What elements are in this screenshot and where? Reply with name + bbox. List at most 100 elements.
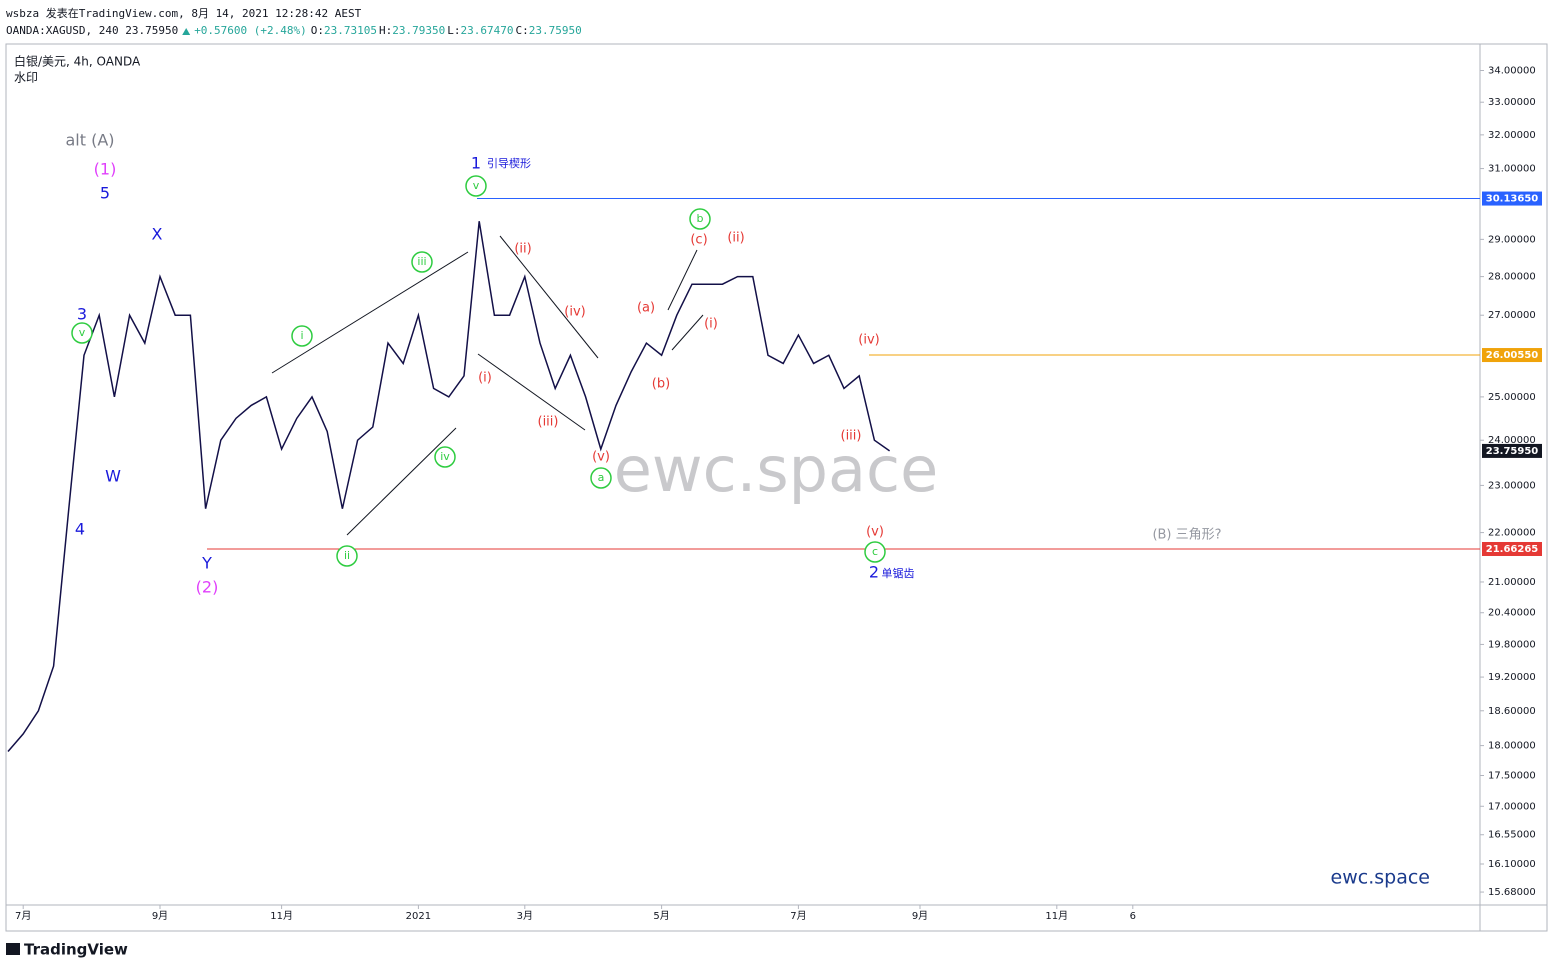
wave-label: (i) (478, 371, 492, 386)
ohlc-key: C: (515, 24, 528, 37)
frame (5, 43, 1548, 932)
y-tick-label: 32.00000 (1488, 130, 1536, 141)
wave-circle (864, 541, 886, 563)
ohlc-key: O: (311, 24, 324, 37)
wave-label: b (697, 212, 704, 225)
wave-label: (iii) (841, 429, 862, 444)
price-label: 21.66265 (1486, 544, 1539, 555)
x-tick-label: 11月 (270, 910, 293, 922)
wave-label: (ii) (514, 242, 531, 257)
y-tick-label: 19.80000 (1488, 639, 1536, 650)
wave-label: (B) 三角形? (1152, 528, 1221, 543)
wave-label: c (872, 545, 878, 558)
symbol: OANDA:XAGUSD, 240 23.75950 (6, 24, 178, 37)
wave-circle (336, 545, 358, 567)
price-label-box (1482, 348, 1542, 363)
x-tick-label: 7月 (15, 910, 31, 922)
wave-label: (2) (196, 578, 219, 597)
wave-label: (ii) (727, 231, 744, 246)
brand: ewc.space (1331, 867, 1430, 889)
wave-label: i (300, 329, 303, 342)
wave-label: ii (344, 549, 350, 562)
trendlines (271, 235, 704, 536)
y-tick-label: 31.00000 (1488, 164, 1536, 175)
wave-label: 单锯齿 (882, 566, 915, 580)
logo-icon (6, 943, 20, 955)
price-label-box (1482, 191, 1542, 206)
x-tick-label: 9月 (912, 910, 928, 922)
wave-circle (590, 467, 612, 489)
wave-label: (a) (637, 301, 655, 316)
wave-label: a (598, 471, 605, 484)
wave-circle (291, 325, 313, 347)
wave-label: 引导楔形 (487, 156, 531, 170)
y-tick-label: 28.00000 (1488, 272, 1536, 283)
wave-label: iv (440, 450, 450, 463)
x-tick-label: 11月 (1045, 910, 1068, 922)
wave-label: v (473, 179, 480, 192)
wave-label: 4 (75, 520, 85, 539)
wave-label: (iii) (538, 415, 559, 430)
y-tick-label: 33.00000 (1488, 97, 1536, 108)
y-tick-label: 21.00000 (1488, 577, 1536, 588)
published: wsbza 发表在TradingView.com, 8月 14, 2021 12… (6, 6, 362, 20)
y-tick-label: 24.00000 (1488, 435, 1536, 446)
wave-label: v (79, 326, 86, 339)
y-tick-label: 29.00000 (1488, 234, 1536, 245)
y-tick-label: 20.40000 (1488, 608, 1536, 619)
wave-label: 5 (100, 184, 110, 203)
wave-label: (iv) (858, 333, 879, 348)
y-tick-label: 18.00000 (1488, 741, 1536, 752)
y-tick-label: 18.60000 (1488, 706, 1536, 717)
wave-label: 1 (471, 154, 481, 173)
wave-circle (411, 251, 433, 273)
watermark: ewc.space (614, 433, 939, 506)
wave-label: iii (417, 255, 426, 268)
y-tick-label: 22.00000 (1488, 528, 1536, 539)
x-tick-label: 9月 (152, 910, 168, 922)
y-tick-label: 16.10000 (1488, 859, 1536, 870)
ohlc-value: 23.79350 (392, 24, 445, 37)
ohlc-value: 23.75950 (529, 24, 582, 37)
x-tick-label: 3月 (517, 910, 533, 922)
watermark-label: 水印 (14, 71, 38, 85)
wave-label: (iv) (564, 305, 585, 320)
wave-label: (b) (652, 377, 670, 392)
ohlc-value: 23.73105 (324, 24, 377, 37)
x-tick-label: 2021 (406, 911, 431, 922)
price-label-box (1482, 541, 1542, 556)
price-label-box (1482, 443, 1542, 458)
wave-label: (v) (866, 525, 884, 540)
up-arrow (182, 28, 191, 35)
y-tick-label: 15.68000 (1488, 887, 1536, 898)
y-tick-label: 17.50000 (1488, 770, 1536, 781)
wave-label: (1) (94, 160, 117, 179)
y-tick-label: 34.00000 (1488, 66, 1536, 77)
y-tick-label: 27.00000 (1488, 310, 1536, 321)
wave-circle (465, 175, 487, 197)
y-tick-label: 19.20000 (1488, 672, 1536, 683)
x-tick-label: 7月 (790, 910, 806, 922)
wave-circle (689, 208, 711, 230)
wave-label: W (105, 467, 121, 486)
y-tick-label: 23.00000 (1488, 480, 1536, 491)
x-tick-label: 5月 (653, 910, 669, 922)
wave-label: (v) (592, 450, 610, 465)
wave-label: 3 (77, 305, 87, 324)
wave-label: 2 (869, 563, 879, 582)
wave-label: alt (A) (65, 131, 114, 150)
price-label: 30.13650 (1486, 194, 1539, 205)
price-label: 23.75950 (1486, 446, 1539, 457)
y-tick-label: 16.55000 (1488, 830, 1536, 841)
wave-label: Y (201, 554, 212, 573)
x-tick-label: 6 (1130, 911, 1136, 922)
legend: 白银/美元, 4h, OANDA (14, 54, 141, 69)
ohlc-key: L: (447, 24, 460, 37)
wave-label: X (152, 225, 163, 244)
wave-circle (71, 322, 93, 344)
price-line (7, 221, 891, 752)
ohlc-value: 23.67470 (461, 24, 514, 37)
wave-label: (c) (690, 233, 707, 248)
wave-circle (434, 446, 456, 468)
